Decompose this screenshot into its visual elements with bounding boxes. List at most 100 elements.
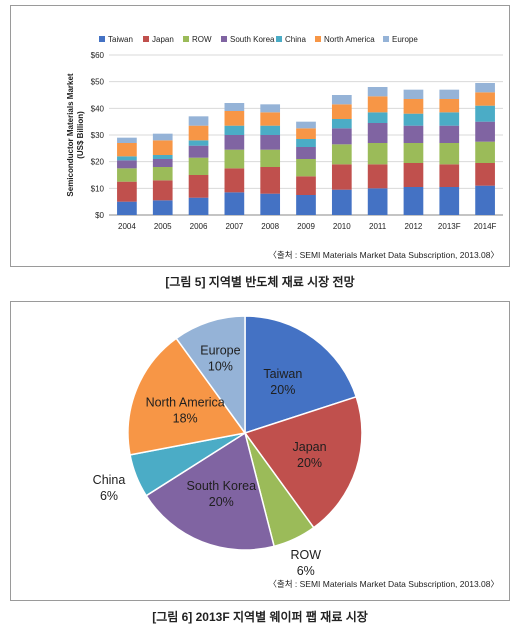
x-tick-label: 2013F — [438, 222, 461, 231]
bar-taiwan-2006 — [188, 197, 209, 215]
y-tick-label: $20 — [91, 158, 105, 167]
pie-label-name-taiwan: Taiwan — [263, 367, 302, 381]
bar-japan-2010 — [331, 164, 352, 190]
legend-swatch-europe — [383, 36, 389, 42]
bar-taiwan-2007 — [224, 192, 245, 215]
legend-swatch-china — [276, 36, 282, 42]
bar-china-2005 — [152, 155, 173, 159]
bar-china-2011 — [367, 112, 388, 123]
pie-slice-japan — [243, 395, 363, 529]
pie-label-value-taiwan: 20% — [270, 383, 295, 397]
x-tick-label: 2008 — [261, 222, 279, 231]
bar-taiwan-2010 — [331, 189, 352, 215]
bar-china-2008 — [260, 125, 281, 135]
bar-taiwan-2012 — [403, 187, 424, 215]
bar-south-korea-2008 — [260, 135, 281, 150]
legend-label-europe: Europe — [392, 35, 418, 44]
bar-north-america-2006 — [188, 125, 209, 141]
bar-chart-panel: Taiwan Japan ROW South Korea China North Amer… — [10, 5, 510, 267]
bar-north-america-2011 — [367, 96, 388, 113]
pie-label-value-south-korea: 20% — [209, 495, 234, 509]
bar-china-2007 — [224, 125, 245, 135]
bar-taiwan-2009 — [296, 195, 316, 215]
legend-swatch-japan — [143, 36, 149, 42]
x-tick-label: 2014F — [474, 222, 497, 231]
legend-label-taiwan: Taiwan — [108, 35, 133, 44]
pie-slice-south-korea — [145, 431, 276, 551]
bar-china-2014f — [475, 105, 495, 122]
bar-japan-2007 — [224, 168, 245, 193]
bar-south-korea-2014f — [475, 121, 495, 142]
x-tick-label: 2004 — [118, 222, 136, 231]
figure-caption-5: [그림 5] 지역별 반도체 재료 시장 전망 — [165, 275, 355, 289]
x-tick-label: 2010 — [333, 222, 351, 231]
pie-slice-europe — [175, 315, 246, 436]
source-note: 〈출처 : SEMI Materials Market Data Subscri… — [268, 579, 499, 589]
legend-label-south-korea: South Korea — [230, 35, 275, 44]
bar-north-america-2010 — [331, 104, 352, 119]
bar-row-2007 — [224, 149, 245, 169]
y-axis-ticks: $0 $10 $20 $30 $40 $50 $60 — [91, 51, 105, 220]
y-tick-label: $0 — [95, 211, 104, 220]
bar-north-america-2007 — [224, 111, 245, 126]
bar-taiwan-2004 — [117, 201, 137, 215]
pie-slice-taiwan — [244, 315, 358, 435]
bar-europe-2012 — [403, 89, 424, 99]
bar-south-korea-2013f — [439, 125, 460, 143]
x-tick-label: 2007 — [225, 222, 243, 231]
bar-japan-2005 — [152, 180, 173, 201]
bar-row-2013f — [439, 143, 460, 165]
chart-legend: Taiwan Japan ROW South Korea China North Amer… — [99, 35, 418, 44]
bar-china-2010 — [331, 119, 352, 129]
pie-chart-panel: Taiwan 20% Japan 20% ROW 6% South Korea 20% Chin… — [10, 301, 510, 601]
y-axis-label: Semiconductor Materials Market(US$ Billi… — [66, 73, 85, 196]
bar-row-2004 — [117, 168, 137, 182]
bar-japan-2006 — [188, 175, 209, 198]
bar-japan-2013f — [439, 164, 460, 187]
pie-label-name-row: ROW — [290, 548, 321, 562]
bar-north-america-2004 — [117, 143, 137, 157]
bar-europe-2010 — [331, 95, 352, 105]
legend-swatch-south-korea — [221, 36, 227, 42]
legend-label-japan: Japan — [152, 35, 174, 44]
pie-label-name-japan: Japan — [293, 440, 327, 454]
bar-japan-2012 — [403, 163, 424, 187]
y-tick-label: $60 — [91, 51, 105, 60]
bar-japan-2008 — [260, 167, 281, 194]
bar-europe-2011 — [367, 87, 388, 97]
bar-taiwan-2005 — [152, 200, 173, 215]
chart-bars — [117, 83, 495, 215]
bar-europe-2007 — [224, 103, 245, 111]
pie-label-value-europe: 10% — [208, 359, 233, 373]
bar-europe-2009 — [296, 121, 316, 129]
stacked-bar-chart: Taiwan Japan ROW South Korea China North Amer… — [66, 35, 503, 260]
bar-japan-2011 — [367, 164, 388, 189]
pie-label-value-north-america: 18% — [173, 411, 198, 425]
pie-label-name-europe: Europe — [200, 343, 240, 357]
x-tick-label: 2006 — [190, 222, 208, 231]
bar-north-america-2012 — [403, 99, 424, 114]
pie-label-value-japan: 20% — [297, 456, 322, 470]
y-tick-label: $50 — [91, 78, 105, 87]
bar-europe-2014f — [475, 83, 495, 93]
pie-slices — [127, 315, 363, 551]
bar-south-korea-2005 — [152, 159, 173, 167]
x-tick-label: 2012 — [405, 222, 423, 231]
bar-china-2006 — [188, 140, 209, 146]
bar-taiwan-2013f — [439, 187, 460, 215]
bar-south-korea-2012 — [403, 125, 424, 143]
legend-swatch-row — [183, 36, 189, 42]
bar-row-2012 — [403, 143, 424, 163]
bar-europe-2004 — [117, 137, 137, 143]
pie-label-name-north-america: North America — [146, 395, 225, 409]
source-note: 〈출처 : SEMI Materials Market Data Subscri… — [268, 250, 499, 260]
bar-taiwan-2008 — [260, 193, 281, 215]
x-tick-label: 2005 — [154, 222, 172, 231]
bar-china-2004 — [117, 156, 137, 161]
legend-label-row: ROW — [192, 35, 212, 44]
bar-south-korea-2010 — [331, 128, 352, 145]
bar-europe-2006 — [188, 116, 209, 126]
bar-north-america-2005 — [152, 140, 173, 155]
x-axis-ticks: 2004 2005 2006 2007 2008 2009 2010 2011 2012 2013… — [118, 222, 497, 231]
pie-label-name-china: China — [93, 473, 126, 487]
